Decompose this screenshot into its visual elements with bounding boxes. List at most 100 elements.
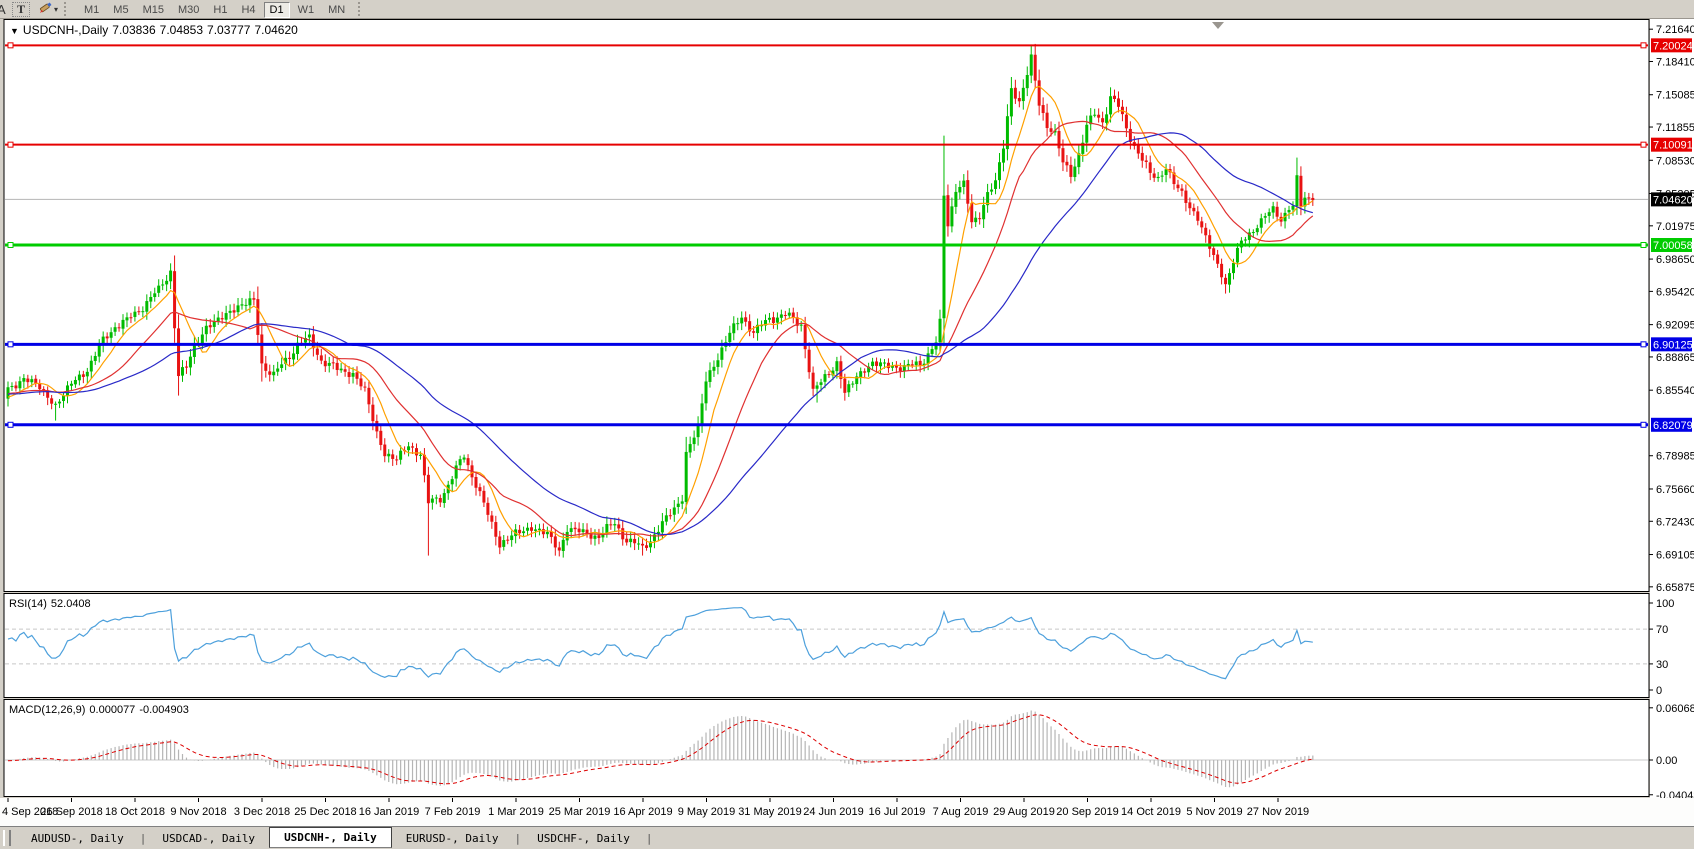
time-axis-label: 26 Sep 2018 [40,806,102,818]
rsi-line [7,606,1313,680]
rsi-scale-tick: 0 [1656,685,1662,697]
macd-signal-line [7,714,1313,785]
chart-tab-usdcad[interactable]: USDCAD-, Daily [162,831,256,845]
macd-value-main: 0.000077 [89,704,136,716]
line-handle[interactable] [1640,242,1647,248]
timeframe-button-mn[interactable]: MN [322,2,351,18]
time-axis-label: 16 Apr 2019 [613,806,672,818]
time-axis[interactable]: 4 Sep 2018 26 Sep 2018 18 Oct 2018 9 Nov 20… [0,798,1694,826]
time-axis-label: 24 Jun 2019 [803,806,864,818]
svg-text:6.75660: 6.75660 [1656,484,1694,496]
svg-text:6.95420: 6.95420 [1656,286,1694,298]
toolbar-separator [64,2,71,16]
svg-text:6.78985: 6.78985 [1656,451,1694,463]
timeframe-button-m15[interactable]: M15 [137,2,170,18]
time-axis-label: 25 Mar 2019 [549,806,611,818]
price-label-text: 7.20024 [1653,40,1693,52]
line-handle[interactable] [7,141,14,148]
timeframe-button-m5[interactable]: M5 [107,2,134,18]
chart-shift-marker-icon[interactable] [1212,22,1224,29]
price-scale-background [1650,19,1694,593]
crayon-color-tool[interactable]: ▾ [38,2,58,16]
price-label-box [1651,238,1692,252]
price-label-box [1651,337,1692,352]
time-axis-label: 9 May 2019 [678,806,735,818]
symbol-dropdown-arrow-icon[interactable]: ▼ [10,26,19,36]
timeframe-button-h4[interactable]: H4 [235,2,261,18]
line-handle[interactable] [1640,42,1647,49]
macd-value-signal: -0.004903 [139,704,189,716]
chart-tab-bar: AUDUSD-, Daily | USDCAD-, Daily USDCNH-, Da… [0,826,1694,849]
svg-text:6.65875: 6.65875 [1656,582,1694,593]
ohlc-high: 7.04853 [159,23,204,37]
rsi-indicator-panel[interactable]: 100 70 30 0 [0,593,1694,699]
time-axis-label: 18 Oct 2018 [105,806,165,818]
line-handle[interactable] [7,421,14,428]
line-handle[interactable] [7,242,14,248]
time-axis-label: 7 Aug 2019 [933,806,989,818]
text-tool-button[interactable]: T [12,1,30,17]
chart-title: ▼ USDCNH-,Daily 7.03836 7.04853 7.03777 7.046… [10,23,302,37]
crayon-icon [39,2,52,13]
rsi-scale-background [1650,593,1694,699]
rsi-plot-area[interactable] [3,593,1650,698]
macd-indicator-panel[interactable]: 0.060687 0.00 -0.040432 [0,699,1694,798]
macd-chart-svg: 0.060687 0.00 -0.040432 [3,699,1694,798]
price-chart-svg: 7.216407.184107.150857.118557.085307.052… [3,19,1694,593]
timeframe-button-m1[interactable]: M1 [78,2,105,18]
svg-text:7.08530: 7.08530 [1656,155,1694,167]
clipped-toolbar-letter: A [0,1,6,17]
time-axis-label: 16 Jan 2019 [359,806,420,818]
ma-mid-line [7,120,1314,537]
rsi-value: 52.0408 [50,598,91,610]
timeframe-button-h1[interactable]: H1 [207,2,233,18]
line-handle[interactable] [1640,341,1647,348]
svg-text:6.69105: 6.69105 [1656,550,1694,562]
svg-text:6.98650: 6.98650 [1656,254,1694,266]
time-axis-label: 27 Nov 2019 [1247,806,1309,818]
timeframe-button-d1[interactable]: D1 [263,2,290,18]
ohlc-open: 7.03836 [112,23,156,37]
svg-text:6.85540: 6.85540 [1656,385,1694,397]
line-handle[interactable] [7,42,14,49]
ohlc-close: 7.04620 [254,23,298,37]
svg-text:6.92095: 6.92095 [1656,320,1694,332]
tab-separator: | [514,831,522,845]
time-axis-label: 9 Nov 2018 [170,806,226,818]
time-axis-label: 29 Aug 2019 [993,806,1055,818]
svg-text:6.72430: 6.72430 [1656,516,1694,528]
chart-tab-audusd[interactable]: AUDUSD-, Daily [31,831,124,845]
timeframe-button-group: M1 M5 M15 M30 H1 H4 D1 W1 MN [77,0,352,18]
line-handle[interactable] [1640,141,1647,148]
line-handle[interactable] [7,341,14,348]
ohlc-low: 7.03777 [207,23,251,37]
line-handle[interactable] [1640,421,1647,428]
price-label-text: 7.00058 [1653,240,1693,252]
time-axis-label: 1 Mar 2019 [488,806,544,818]
macd-scale-tick: 0.060687 [1656,703,1694,715]
tabbar-grip[interactable] [3,830,11,846]
svg-text:7.15085: 7.15085 [1656,90,1694,102]
time-axis-label: 16 Jul 2019 [869,806,926,818]
toolbar: A T ▾ M1 M5 M15 M30 H1 H4 D1 W1 MN [0,0,1694,19]
chart-tab-usdchf[interactable]: USDCHF-, Daily [537,831,630,845]
chart-tabs: AUDUSD-, Daily | USDCAD-, Daily USDCNH-, Da… [17,826,654,848]
time-axis-label: 4 Sep 2018 [2,806,58,818]
tab-separator: | [139,831,147,845]
rsi-scale-tick: 30 [1656,659,1668,671]
rsi-chart-svg: 100 70 30 0 [3,593,1694,699]
macd-scale-tick: -0.040432 [1656,790,1694,798]
main-chart-panel[interactable]: 7.216407.184107.150857.118557.085307.052… [0,19,1694,593]
timeframe-button-w1[interactable]: W1 [292,2,321,18]
time-axis-label: 31 May 2019 [738,806,802,818]
chart-tab-usdcnh[interactable]: USDCNH-, Daily [269,826,392,848]
price-label-box [1651,38,1692,53]
main-plot-area[interactable] [3,19,1650,592]
svg-text:7.21640: 7.21640 [1656,24,1694,36]
symbol-title: USDCNH-,Daily [22,23,109,37]
price-label-text: 7.10091 [1653,140,1693,152]
timeframe-button-m30[interactable]: M30 [172,2,205,18]
chart-tab-eurusd[interactable]: EURUSD-, Daily [405,831,499,845]
price-label-box [1651,137,1692,152]
svg-text:7.11855: 7.11855 [1656,122,1694,134]
